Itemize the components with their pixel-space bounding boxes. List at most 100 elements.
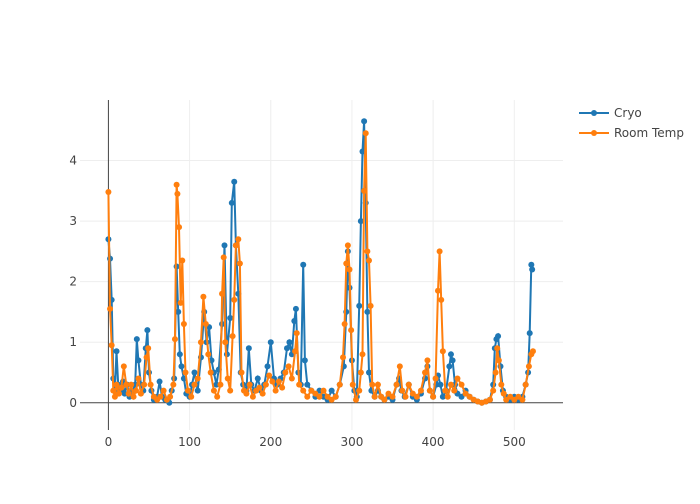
data-point: [434, 287, 441, 294]
data-point: [328, 387, 335, 394]
data-point: [525, 363, 532, 370]
legend-label: Cryo: [614, 106, 642, 120]
data-point: [449, 357, 456, 364]
data-point: [332, 393, 339, 400]
legend-item[interactable]: Cryo: [579, 106, 642, 120]
data-point: [279, 384, 286, 391]
data-point: [492, 369, 499, 376]
data-point: [224, 375, 231, 382]
data-point: [157, 393, 164, 400]
data-point: [430, 393, 437, 400]
series-line: [107, 121, 534, 405]
data-point: [284, 345, 290, 352]
data-point: [292, 305, 299, 312]
data-point: [402, 393, 409, 400]
data-point: [343, 260, 350, 267]
data-point: [292, 348, 299, 355]
data-point: [405, 381, 412, 388]
y-tick-label: 3: [69, 214, 77, 228]
data-point: [173, 181, 180, 188]
data-point: [282, 369, 289, 376]
data-point: [227, 314, 234, 321]
y-tick-label: 2: [69, 275, 77, 289]
data-point: [200, 293, 207, 300]
data-point: [221, 242, 228, 249]
data-point: [115, 390, 122, 397]
data-point: [304, 381, 311, 388]
data-point: [222, 339, 229, 346]
data-point: [110, 387, 117, 394]
data-point: [272, 387, 279, 394]
data-point: [231, 178, 238, 185]
data-point: [486, 396, 493, 403]
data-point: [437, 381, 444, 388]
data-point: [304, 393, 311, 400]
data-point: [179, 257, 186, 264]
data-point: [256, 384, 263, 391]
data-point: [123, 381, 130, 388]
data-point: [356, 387, 363, 394]
data-point: [133, 336, 140, 343]
data-point: [170, 381, 177, 388]
data-point: [228, 199, 235, 206]
series-cryo: [105, 118, 536, 406]
data-point: [118, 384, 125, 391]
data-point: [436, 248, 443, 255]
data-point: [194, 375, 201, 382]
data-point: [444, 393, 451, 400]
data-point: [346, 266, 353, 273]
series-line: [107, 133, 534, 404]
data-point: [495, 357, 502, 364]
data-point: [357, 218, 364, 225]
data-point: [275, 378, 282, 385]
data-point: [413, 393, 420, 400]
data-point: [207, 369, 214, 376]
data-point: [245, 345, 252, 352]
data-point: [458, 381, 465, 388]
data-point: [130, 393, 137, 400]
data-point: [167, 393, 174, 400]
data-point: [217, 381, 224, 388]
data-point: [447, 351, 454, 358]
data-point: [454, 375, 461, 382]
data-point: [361, 118, 368, 125]
data-point: [125, 390, 132, 397]
legend-marker-icon: [591, 130, 597, 136]
data-point: [357, 369, 364, 376]
legend[interactable]: Cryo Room Temp: [579, 106, 684, 140]
data-point: [262, 381, 269, 388]
x-tick-label: 100: [178, 435, 201, 449]
data-point: [361, 187, 368, 194]
data-point: [442, 387, 449, 394]
data-point: [249, 393, 256, 400]
data-point: [349, 381, 356, 388]
data-point: [519, 396, 526, 403]
data-point: [135, 375, 142, 382]
data-point: [176, 351, 183, 358]
data-point: [160, 387, 167, 394]
data-point: [194, 387, 201, 394]
axes: 0 100 200 300 400 500 0 1 2 3 4: [69, 100, 563, 449]
y-tick-label: 0: [69, 396, 77, 410]
data-point: [184, 387, 191, 394]
data-point: [365, 369, 372, 376]
data-point: [291, 318, 298, 325]
data-point: [399, 387, 406, 394]
legend-item[interactable]: Room Temp: [579, 126, 684, 140]
data-point: [316, 393, 323, 400]
data-point: [364, 248, 371, 255]
data-point: [176, 224, 183, 231]
data-point: [341, 321, 348, 328]
data-point: [522, 381, 529, 388]
data-point: [490, 387, 497, 394]
data-point: [353, 396, 359, 403]
data-point: [296, 381, 303, 388]
data-point: [494, 345, 501, 352]
data-point: [495, 333, 502, 340]
data-point: [301, 357, 308, 364]
data-point: [264, 363, 271, 370]
data-point: [143, 354, 150, 361]
data-point: [205, 351, 212, 358]
data-point: [300, 261, 307, 268]
data-point: [432, 375, 439, 382]
